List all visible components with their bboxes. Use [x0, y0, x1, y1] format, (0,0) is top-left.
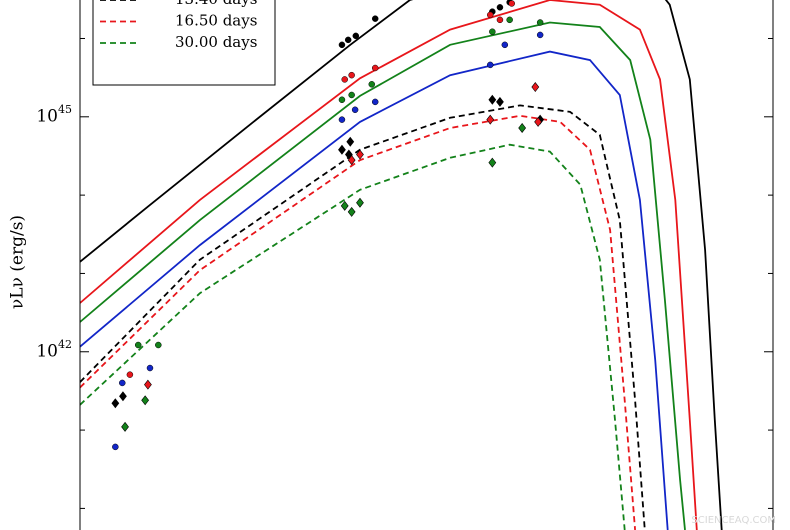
data-point	[146, 364, 154, 372]
data-point	[340, 200, 349, 211]
data-point	[356, 197, 364, 208]
data-point	[341, 76, 348, 83]
legend-label: 30.00 days	[175, 33, 257, 51]
data-point	[119, 391, 127, 402]
data-point	[488, 94, 497, 105]
data-point	[346, 136, 355, 147]
data-point	[536, 31, 544, 39]
data-point	[144, 379, 152, 390]
data-point	[487, 11, 494, 19]
data-point	[518, 122, 527, 133]
data-point	[356, 149, 364, 160]
data-point	[348, 91, 355, 99]
data-point	[348, 71, 355, 79]
data-point	[368, 81, 376, 88]
data-point	[508, 0, 515, 7]
data-point	[496, 96, 504, 107]
data-point	[536, 19, 544, 26]
data-point	[506, 16, 513, 24]
data-point	[371, 64, 379, 72]
data-point	[155, 341, 162, 349]
data-point	[352, 32, 360, 40]
data-point	[488, 157, 497, 168]
data-point	[487, 61, 494, 69]
series-line	[80, 21, 686, 530]
legend-label: 13.40 days	[175, 0, 257, 8]
legend: 13.40 days 16.50 days 30.00 days	[92, 0, 276, 86]
y-tick-label: 1045	[36, 103, 72, 127]
data-point	[371, 98, 379, 106]
data-point	[489, 28, 496, 35]
watermark: SCIENCEAQ.COM	[691, 515, 776, 526]
legend-label: 16.50 days	[175, 12, 257, 30]
data-point	[119, 379, 126, 387]
data-point	[501, 41, 509, 49]
data-point	[141, 395, 150, 406]
series-line	[80, 50, 669, 530]
tick-exponent: 42	[58, 338, 72, 351]
tick-exponent: 45	[58, 103, 72, 116]
data-point	[351, 106, 359, 114]
data-point	[344, 36, 352, 44]
series-line	[80, 104, 646, 530]
data-point	[534, 116, 542, 127]
data-point	[338, 96, 346, 104]
data-point	[496, 16, 504, 24]
data-point	[111, 398, 120, 409]
data-point	[531, 82, 540, 93]
data-point	[121, 421, 129, 432]
data-point	[338, 41, 346, 49]
data-point	[134, 341, 142, 349]
data-point	[486, 114, 495, 125]
data-point	[496, 4, 504, 11]
data-point	[347, 206, 356, 217]
y-axis-label: νLν (erg/s)	[8, 215, 28, 309]
data-point	[126, 371, 134, 378]
points-layer	[111, 0, 545, 451]
y-tick-label: 1042	[36, 338, 72, 362]
series-line	[80, 143, 626, 530]
data-point	[112, 443, 119, 451]
series-line	[80, 0, 723, 530]
data-point	[338, 116, 346, 123]
data-point	[371, 15, 379, 22]
plot-area	[80, 0, 723, 530]
data-point	[347, 155, 356, 166]
data-point	[338, 144, 346, 155]
series-line	[80, 114, 636, 530]
series-line	[80, 0, 698, 530]
